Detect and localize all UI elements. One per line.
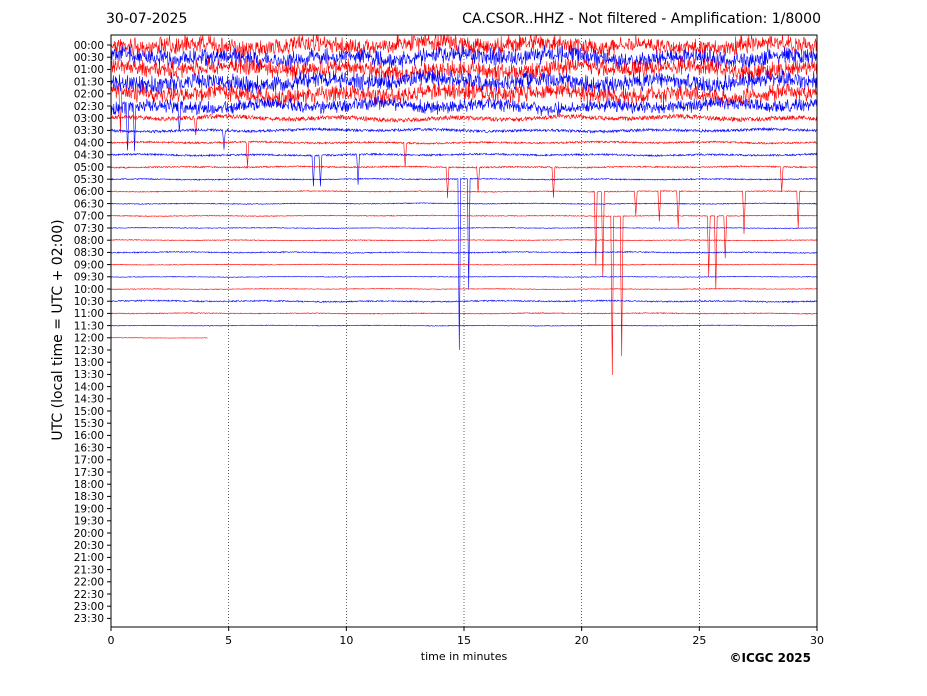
y-axis-label: UTC (local time = UTC + 02:00) [50,219,66,441]
trace-row [111,152,817,187]
y-tick-label: 09:00 [74,259,104,271]
trace-row [111,226,817,230]
x-tick-label: 5 [225,634,232,647]
y-tick-label: 12:00 [74,333,104,345]
x-axis: 0 5 10 15 20 25 30 [108,627,824,647]
y-tick-label: 10:30 [74,296,104,308]
y-tick-label: 05:30 [74,174,104,186]
y-tick-label: 14:00 [74,381,104,393]
trace-row [111,238,817,242]
trace-row [111,95,817,152]
x-tick-label: 30 [810,634,824,647]
y-tick-label: 06:00 [74,186,104,198]
trace-row [111,275,817,278]
y-tick-label: 08:00 [74,235,104,247]
trace-row [111,250,817,254]
copyright: ©ICGC 2025 [729,651,811,665]
y-tick-label: 00:00 [74,40,104,52]
y-tick-label: 03:30 [74,125,104,137]
y-tick-label: 23:30 [74,613,104,625]
trace-row [111,312,817,315]
y-tick-label: 21:00 [74,552,104,564]
trace-row [111,126,817,150]
plot-frame [110,34,818,628]
y-tick-label: 09:30 [74,272,104,284]
y-tick-label: 10:00 [74,284,104,296]
trace-row [111,287,817,291]
trace-row [111,69,817,95]
y-tick-label: 23:00 [74,601,104,613]
y-tick-label: 17:00 [74,455,104,467]
trace-row [111,177,817,350]
trace-row [111,263,817,266]
x-tick-label: 0 [108,634,115,647]
y-tick-label: 08:30 [74,247,104,259]
trace-row [111,299,817,304]
y-tick-label: 04:00 [74,137,104,149]
trace-row [111,165,817,199]
y-tick-label: 18:30 [74,491,104,503]
y-tick-label: 12:30 [74,345,104,357]
y-tick-label: 06:30 [74,198,104,210]
y-axis: 00:0000:3001:0001:3002:0002:3003:0003:30… [74,40,111,625]
y-tick-label: 13:00 [74,357,104,369]
trace-row [111,202,817,205]
y-tick-label: 00:30 [74,52,104,64]
y-tick-label: 11:30 [74,320,104,332]
y-tick-label: 21:30 [74,564,104,576]
y-tick-label: 18:00 [74,479,104,491]
trace-row [111,56,817,83]
x-tick-label: 20 [575,634,589,647]
y-tick-label: 02:30 [74,101,104,113]
x-tick-label: 15 [457,634,471,647]
y-tick-label: 19:00 [74,503,104,515]
y-tick-label: 02:00 [74,89,104,101]
y-tick-label: 16:00 [74,430,104,442]
y-tick-label: 07:30 [74,223,104,235]
x-tick-label: 25 [692,634,706,647]
seismogram-traces [111,35,817,376]
y-tick-label: 13:30 [74,369,104,381]
trace-row [111,140,817,167]
y-tick-label: 20:00 [74,528,104,540]
y-tick-label: 07:00 [74,211,104,223]
y-tick-label: 15:30 [74,418,104,430]
x-gridlines [228,35,700,627]
trace-row [111,189,817,278]
y-tick-label: 16:30 [74,442,104,454]
y-tick-label: 03:00 [74,113,104,125]
trace-row [111,113,817,136]
x-axis-label: time in minutes [420,650,508,663]
trace-row [111,81,817,133]
y-tick-label: 22:30 [74,589,104,601]
y-tick-label: 15:00 [74,406,104,418]
y-tick-label: 01:30 [74,76,104,88]
y-tick-label: 14:30 [74,394,104,406]
y-tick-label: 17:30 [74,467,104,479]
x-tick-label: 10 [339,634,353,647]
trace-row [111,214,817,376]
y-tick-label: 01:00 [74,64,104,76]
y-tick-label: 11:00 [74,308,104,320]
y-tick-label: 19:30 [74,516,104,528]
trace-row [111,337,208,339]
y-tick-label: 22:00 [74,577,104,589]
chart-title: CA.CSOR..HHZ - Not filtered - Amplificat… [462,11,821,27]
y-tick-label: 04:30 [74,150,104,162]
trace-row [111,324,817,327]
trace-row [111,44,817,71]
record-date: 30-07-2025 [106,11,188,27]
y-tick-label: 05:00 [74,162,104,174]
y-tick-label: 20:30 [74,540,104,552]
